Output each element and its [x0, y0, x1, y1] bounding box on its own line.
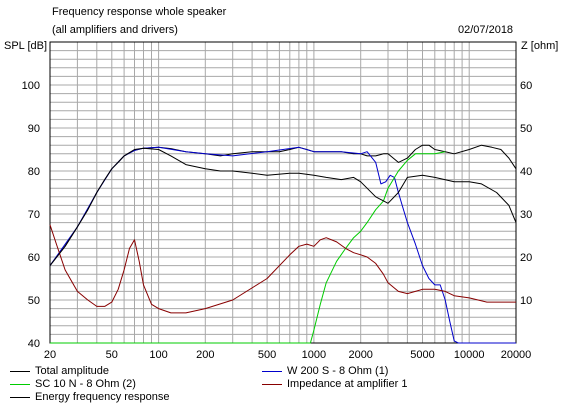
x-tick-label: 50	[106, 349, 118, 360]
w200s-line	[49, 146, 516, 344]
y-tick-label-left: 40	[28, 338, 40, 350]
y-tick-label-right: 40	[520, 166, 532, 178]
energy-response-line	[49, 147, 517, 266]
chart-title: Frequency response whole speaker	[52, 6, 227, 18]
chart-date: 02/07/2018	[458, 24, 514, 36]
legend-label: W 200 S - 8 Ohm (1)	[287, 365, 389, 377]
sc10n-line	[50, 151, 446, 344]
legend-label: SC 10 N - 8 Ohm (2)	[35, 378, 136, 390]
legend-swatch	[10, 384, 30, 385]
x-tick-label: 100	[149, 349, 167, 360]
y-tick-label-left: 100	[22, 80, 40, 92]
legend-swatch	[262, 371, 282, 372]
y-tick-label-left: 60	[28, 252, 40, 264]
y-tick-label-left: 70	[28, 209, 40, 221]
legend-swatch	[262, 384, 282, 385]
legend-label: Energy frequency response	[35, 391, 170, 403]
legend-label: Total amplitude	[35, 365, 109, 377]
plot-frame	[49, 41, 517, 344]
y-tick-label-right: 50	[520, 123, 532, 135]
y-tick-label-left: 90	[28, 123, 40, 135]
x-tick-label: 20000	[501, 349, 532, 360]
x-tick-label: 200	[196, 349, 214, 360]
x-tick-label: 10000	[454, 349, 485, 360]
legend-swatch	[10, 397, 30, 398]
y-axis-label-left: SPL [dB]	[4, 40, 48, 52]
y-tick-label-left: 50	[28, 295, 40, 307]
x-tick-label: 20	[44, 349, 56, 360]
frequency-response-chart: 20 50 100 200 500 1000 2000 5000 10000 20000 40 50 6…	[22, 41, 532, 360]
y-tick-label-right: 60	[520, 80, 532, 92]
legend-label: Impedance at amplifier 1	[287, 378, 408, 390]
y-tick-label-right: 30	[520, 209, 532, 221]
impedance-line	[49, 224, 516, 314]
y-tick-label-right: 10	[520, 295, 532, 307]
x-tick-label: 2000	[348, 349, 372, 360]
x-tick-label: 500	[258, 349, 276, 360]
x-tick-label: 1000	[302, 349, 326, 360]
x-tick-label: 5000	[410, 349, 434, 360]
y-tick-label-left: 80	[28, 166, 40, 178]
legend-swatch	[10, 371, 30, 372]
y-axis-label-right: Z [ohm]	[521, 40, 559, 52]
y-tick-label-right: 20	[520, 252, 532, 264]
chart-subtitle: (all amplifiers and drivers)	[52, 24, 178, 36]
